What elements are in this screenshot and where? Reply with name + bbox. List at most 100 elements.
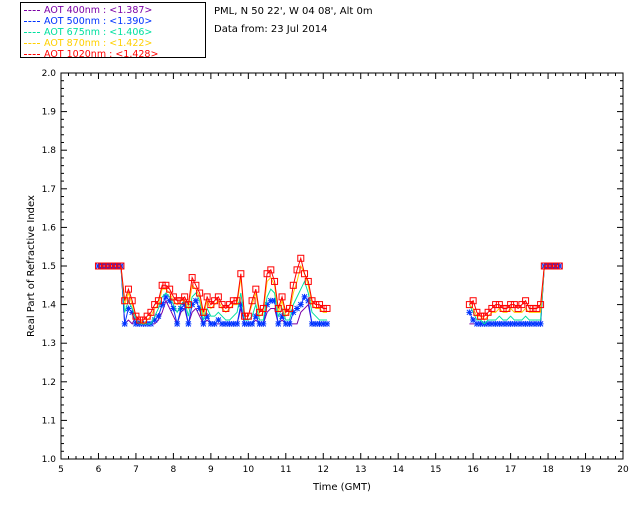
y-tick-label: 1.5 [42,262,56,272]
data-point [279,313,286,320]
x-tick-label: 18 [542,465,554,475]
data-point [470,317,477,324]
data-point [207,320,214,327]
data-point [222,304,230,312]
data-point [174,320,181,327]
data-point [252,285,260,293]
data-point [234,320,241,327]
data-point [507,301,515,309]
data-point [289,281,297,289]
x-tick-label: 5 [58,465,64,475]
data-point [169,293,177,301]
y-tick-label: 1.3 [42,339,56,349]
data-point [518,301,526,309]
data-point [496,320,503,327]
data-point [556,263,563,269]
data-point [260,320,267,327]
data-point [245,320,252,327]
data-point [117,262,125,270]
data-point [94,262,102,270]
data-point [480,312,488,320]
x-tick-label: 9 [208,465,214,475]
y-tick-label: 1.7 [42,185,56,195]
data-point [166,285,174,293]
data-point [162,281,170,289]
data-point [522,297,530,305]
data-point [184,301,192,309]
data-point [226,320,233,327]
legend-line-icon [24,43,40,44]
data-point [485,320,492,327]
x-tick-label: 7 [133,465,139,475]
data-point [181,293,189,301]
data-point [319,304,327,312]
data-point [267,266,275,274]
data-point [477,320,484,327]
data-point [188,274,196,282]
data-point [484,308,492,316]
data-point [256,320,263,327]
data-point [514,304,522,312]
data-point [244,312,252,320]
data-point [151,301,159,309]
data-point [316,320,323,327]
data-point [282,320,289,327]
data-point [469,297,477,305]
data-point [177,305,184,312]
data-point [320,320,327,327]
data-point [323,304,331,312]
data-point [241,312,249,320]
data-point [214,293,222,301]
data-point [552,262,560,270]
data-point [263,270,271,278]
y-tick-label: 1.4 [42,301,57,311]
series-line [468,265,560,325]
data-point [139,316,147,324]
data-point [294,305,301,312]
data-point [488,320,495,327]
x-tick-label: 12 [318,465,329,475]
legend-line-icon [24,10,40,11]
y-tick-label: 1.9 [42,108,57,118]
x-tick-label: 17 [505,465,516,475]
data-point [248,297,256,305]
data-point [507,320,514,327]
data-point [222,320,229,327]
x-axis-label: Time (GMT) [312,482,371,493]
data-point [132,312,140,320]
y-tick-label: 2.0 [42,69,57,79]
data-point [488,304,496,312]
data-point [106,262,114,270]
data-point [286,320,293,327]
y-tick-label: 1.6 [42,223,57,233]
data-point [309,320,316,327]
data-point [540,262,548,270]
data-point [271,297,278,304]
legend-line-icon [24,32,40,33]
data-point [282,308,290,316]
data-point [515,320,522,327]
data-point [233,297,241,305]
data-point [500,320,507,327]
series-line [469,265,560,317]
data-point [196,305,203,312]
data-point [162,293,169,300]
data-point [526,320,533,327]
data-point [530,320,537,327]
data-point [324,320,331,327]
x-tick-label: 16 [467,465,479,475]
data-point [124,285,132,293]
plot-frame [60,72,624,460]
data-point [249,320,256,327]
series-line [469,265,560,321]
data-point [503,304,511,312]
data-point [544,262,552,270]
data-point [170,305,177,312]
data-point [305,297,312,304]
data-point [102,262,110,270]
data-point [151,317,158,324]
data-point [173,297,181,305]
data-point [226,301,234,309]
x-tick-label: 6 [96,465,102,475]
x-tick-label: 20 [617,465,629,475]
